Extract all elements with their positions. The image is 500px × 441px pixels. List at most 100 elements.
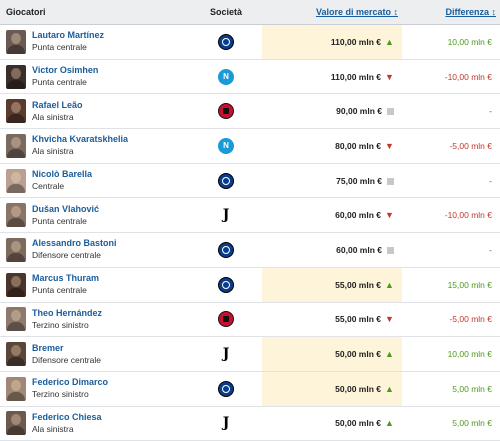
juventus-crest-icon[interactable]: J [221,345,231,364]
market-value-cell: 55,00 mln € ▼ [262,302,402,338]
trend-up-icon: ▲ [385,36,394,47]
difference-value: - [402,163,500,199]
table-row: Federico Chiesa Ala sinistra J 50,00 mln… [0,406,500,441]
player-cell: Dušan Vlahović Punta centrale [0,197,190,234]
club-cell [190,128,262,164]
table-row: Theo Hernández Terzino sinistro 55,00 ml… [0,302,500,338]
trend-up-icon: ▲ [385,383,394,394]
market-value-label[interactable]: Valore di mercato [315,7,391,17]
inter-crest-icon[interactable] [218,241,234,258]
player-photo[interactable] [6,237,26,262]
market-value: 55,00 mln € [335,314,381,325]
difference-label[interactable]: Differenza [445,7,489,17]
difference-value: -5,00 mln € [402,128,500,164]
player-position: Punta centrale [32,285,87,296]
milan-crest-icon[interactable] [218,311,234,328]
player-photo[interactable] [6,411,26,436]
difference-value: -5,00 mln € [402,302,500,338]
player-photo[interactable] [6,64,26,89]
table-row: Nicolò Barella Centrale 75,00 mln € - [0,163,500,199]
market-value-cell: 110,00 mln € ▲ [262,24,402,60]
player-photo[interactable] [6,272,26,297]
difference-value: -10,00 mln € [402,59,500,95]
difference-value: -10,00 mln € [402,197,500,234]
player-photo[interactable] [6,342,26,367]
market-value: 110,00 mln € [330,36,381,47]
juventus-crest-icon[interactable]: J [221,414,231,433]
trend-up-icon: ▲ [385,418,394,429]
sort-by-difference-link[interactable]: Differenza ↕ [445,7,496,17]
player-name-link[interactable]: Dušan Vlahović [32,203,100,214]
market-value-cell: 60,00 mln € ▼ [262,197,402,234]
player-cell: Federico Dimarco Terzino sinistro [0,371,190,407]
player-photo[interactable] [6,307,26,332]
header-difference[interactable]: Differenza ↕ [402,0,500,25]
player-name-link[interactable]: Lautaro Martínez [32,30,105,41]
player-position: Difensore centrale [32,250,101,261]
table-row: Federico Dimarco Terzino sinistro 50,00 … [0,371,500,407]
trend-flat-icon [387,247,394,255]
market-value-cell: 110,00 mln € ▼ [262,59,402,95]
market-value: 50,00 mln € [335,349,381,360]
milan-crest-icon[interactable] [218,103,234,120]
trend-down-icon: ▼ [385,71,394,82]
trend-up-icon: ▲ [385,349,394,360]
trend-down-icon: ▼ [385,314,394,325]
market-value: 110,00 mln € [330,71,381,82]
player-name-link[interactable]: Victor Osimhen [32,65,99,76]
player-cell: Lautaro Martínez Punta centrale [0,24,190,60]
market-value: 50,00 mln € [335,383,381,394]
table-row: Khvicha Kvaratskhelia Ala sinistra 80,00… [0,128,500,164]
inter-crest-icon[interactable] [218,380,234,397]
player-name-link[interactable]: Theo Hernández [32,307,103,318]
table-row: Dušan Vlahović Punta centrale J 60,00 ml… [0,197,500,234]
difference-value: 5,00 mln € [402,371,500,407]
player-photo[interactable] [6,29,26,54]
header-market-value[interactable]: Valore di mercato ↕ [262,0,402,25]
inter-crest-icon[interactable] [218,33,234,50]
club-cell: J [190,406,262,441]
sort-icon[interactable]: ↕ [491,7,497,17]
player-photo[interactable] [6,99,26,124]
player-position: Punta centrale [32,215,87,226]
inter-crest-icon[interactable] [218,172,234,189]
player-name-link[interactable]: Marcus Thuram [32,273,100,284]
sort-icon[interactable]: ↕ [393,7,399,17]
player-position: Terzino sinistro [32,319,89,330]
player-photo[interactable] [6,376,26,401]
market-value: 80,00 mln € [335,140,381,151]
sort-by-market-value-link[interactable]: Valore di mercato ↕ [316,7,398,17]
market-value-cell: 80,00 mln € ▼ [262,128,402,164]
player-position: Terzino sinistro [32,389,89,400]
market-value-cell: 90,00 mln € [262,93,402,130]
player-cell: Marcus Thuram Punta centrale [0,267,190,303]
player-photo[interactable] [6,168,26,193]
player-position: Ala sinistra [32,423,74,434]
club-cell [190,93,262,130]
napoli-crest-icon[interactable] [218,137,234,154]
player-name-link[interactable]: Federico Dimarco [32,377,109,388]
player-name-link[interactable]: Rafael Leão [32,99,83,110]
table-row: Bremer Difensore centrale J 50,00 mln € ▲… [0,336,500,372]
difference-value: 15,00 mln € [402,267,500,303]
club-cell [190,163,262,199]
player-name-link[interactable]: Nicolò Barella [32,169,93,180]
player-name-link[interactable]: Bremer [32,342,64,353]
difference-value: 10,00 mln € [402,24,500,60]
juventus-crest-icon[interactable]: J [221,206,231,225]
player-name-link[interactable]: Khvicha Kvaratskhelia [32,134,129,145]
player-position: Centrale [32,181,65,192]
inter-crest-icon[interactable] [218,276,234,293]
player-cell: Khvicha Kvaratskhelia Ala sinistra [0,128,190,164]
difference-value: - [402,93,500,130]
player-name-link[interactable]: Federico Chiesa [32,411,102,422]
player-photo[interactable] [6,203,26,228]
club-cell [190,267,262,303]
table-row: Marcus Thuram Punta centrale 55,00 mln €… [0,267,500,303]
player-name-link[interactable]: Alessandro Bastoni [32,238,117,249]
club-cell [190,59,262,95]
napoli-crest-icon[interactable] [218,68,234,85]
market-value-cell: 50,00 mln € ▲ [262,406,402,441]
header-club: Società [190,0,262,25]
player-photo[interactable] [6,133,26,158]
